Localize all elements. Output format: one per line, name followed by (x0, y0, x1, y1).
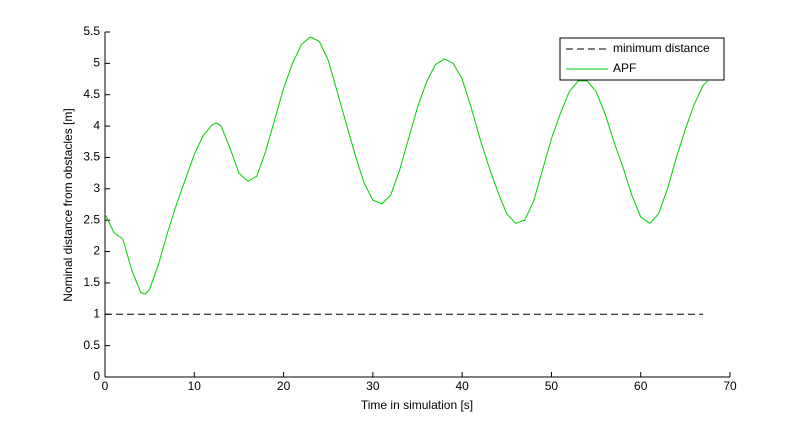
x-tick-label: 30 (366, 379, 380, 393)
x-tick-label: 10 (188, 379, 202, 393)
x-tick-label: 20 (277, 379, 291, 393)
legend-label: APF (613, 61, 636, 75)
x-tick-label: 40 (455, 379, 469, 393)
legend: minimum distance APF (559, 37, 725, 81)
legend-label: minimum distance (613, 41, 710, 55)
y-axis-label: Nominal distance from obstacles [m] (61, 108, 75, 301)
y-tick-label: 1 (93, 306, 100, 320)
y-tick-label: 0 (93, 369, 100, 383)
y-tick-label: 2 (93, 244, 100, 258)
y-tick-label: 0.5 (83, 338, 100, 352)
y-tick-label: 4 (93, 118, 100, 132)
legend-box (559, 37, 725, 81)
x-tick-label: 0 (102, 379, 109, 393)
x-tick-label: 60 (634, 379, 648, 393)
x-tick-label: 50 (545, 379, 559, 393)
y-tick-label: 1.5 (83, 275, 100, 289)
y-tick-label: 3 (93, 181, 100, 195)
y-tick-label: 2.5 (83, 212, 100, 226)
y-tick-label: 5 (93, 56, 100, 70)
y-tick-label: 3.5 (83, 150, 100, 164)
x-tick-label: 70 (723, 379, 737, 393)
data-line (104, 36, 709, 295)
x-axis-label: Time in simulation [s] (361, 398, 473, 412)
y-tick-label: 4.5 (83, 87, 100, 101)
y-tick-label: 5.5 (83, 24, 100, 38)
